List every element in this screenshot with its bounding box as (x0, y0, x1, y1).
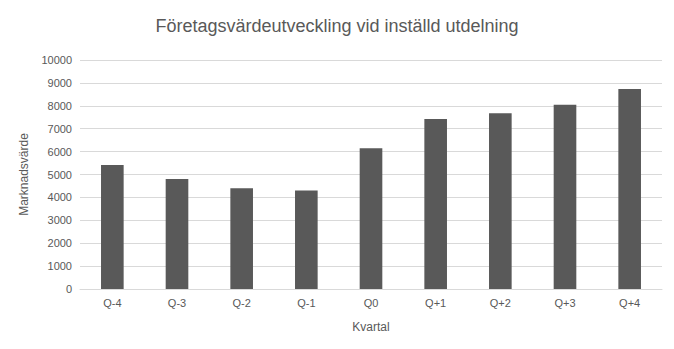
svg-text:0: 0 (66, 283, 72, 295)
svg-text:6000: 6000 (48, 146, 72, 158)
svg-text:Q+2: Q+2 (490, 297, 511, 309)
svg-text:Q+1: Q+1 (425, 297, 446, 309)
svg-text:Företagsvärdeutveckling vid in: Företagsvärdeutveckling vid inställd utd… (155, 16, 518, 36)
svg-text:9000: 9000 (48, 77, 72, 89)
svg-text:8000: 8000 (48, 100, 72, 112)
svg-text:Q+3: Q+3 (554, 297, 575, 309)
svg-text:10000: 10000 (41, 54, 72, 66)
svg-text:Q-3: Q-3 (168, 297, 186, 309)
svg-text:Q-1: Q-1 (297, 297, 315, 309)
svg-text:Q0: Q0 (364, 297, 379, 309)
svg-text:Marknadsvärde: Marknadsvärde (17, 133, 31, 216)
svg-text:Q-4: Q-4 (103, 297, 121, 309)
svg-text:2000: 2000 (48, 237, 72, 249)
svg-text:7000: 7000 (48, 123, 72, 135)
svg-text:5000: 5000 (48, 169, 72, 181)
svg-text:Kvartal: Kvartal (352, 320, 389, 334)
svg-text:4000: 4000 (48, 191, 72, 203)
svg-text:3000: 3000 (48, 214, 72, 226)
svg-text:1000: 1000 (48, 260, 72, 272)
svg-text:Q-2: Q-2 (232, 297, 250, 309)
svg-text:Q+4: Q+4 (619, 297, 640, 309)
